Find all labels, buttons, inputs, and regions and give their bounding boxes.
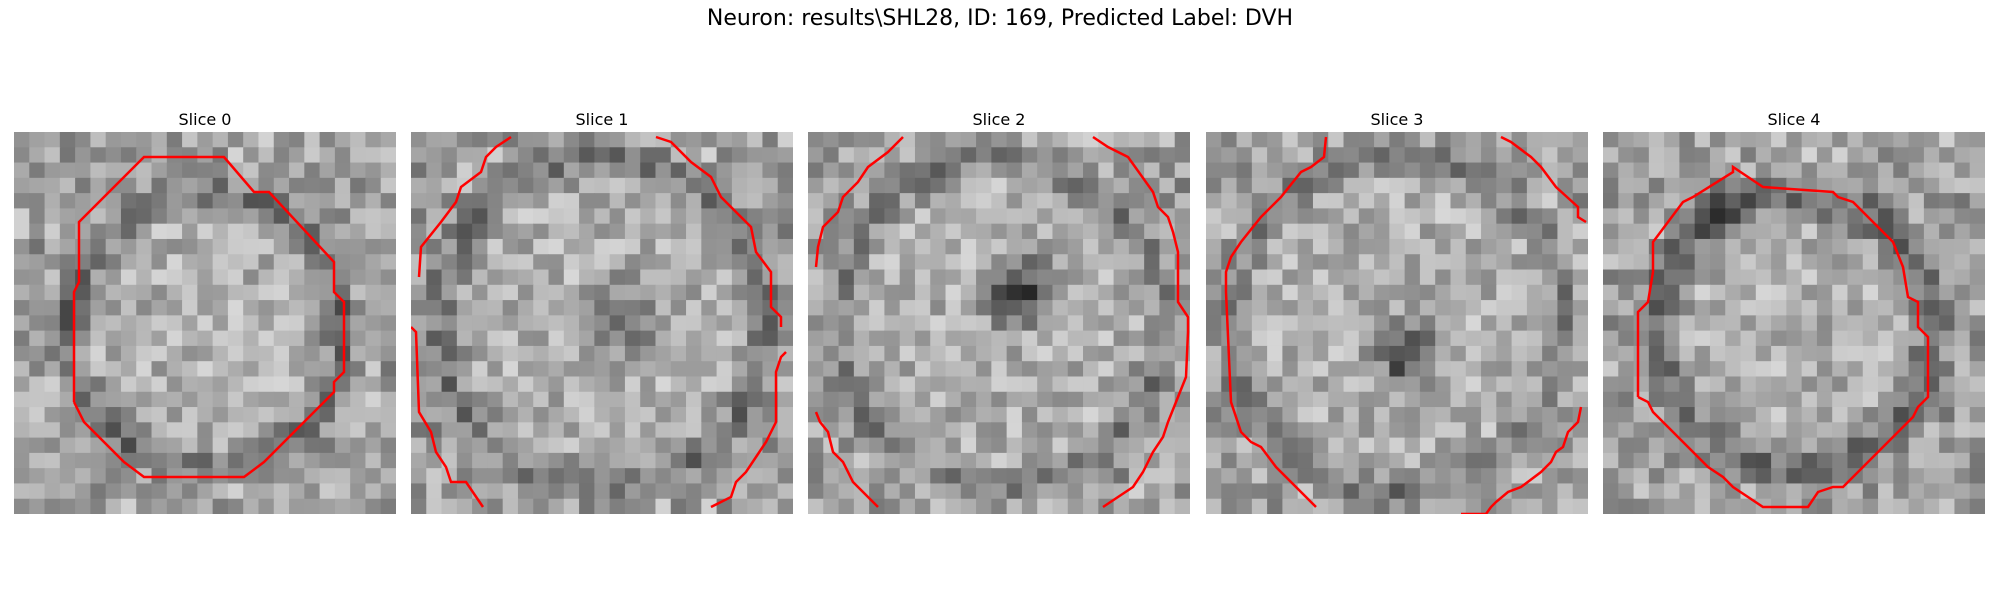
slice-title: Slice 3 (1370, 110, 1424, 129)
contour-line (710, 351, 787, 509)
slice-panel-4: Slice 4 (1603, 108, 1985, 514)
slice-panel-0: Slice 0 (14, 108, 396, 514)
slice-image-4 (1603, 132, 1985, 514)
contour-line (814, 411, 879, 508)
contour-line (1636, 164, 1930, 509)
slice-image-2 (808, 132, 1190, 514)
slice-panel-3: Slice 3 (1206, 108, 1588, 514)
contour-line (1224, 136, 1328, 508)
contour-line (1500, 135, 1587, 224)
contour-line (655, 135, 783, 327)
slice-title: Slice 2 (972, 110, 1026, 129)
figure-title: Neuron: results\SHL28, ID: 169, Predicte… (706, 6, 1294, 31)
contour-line (814, 136, 904, 268)
contour-line (417, 135, 512, 278)
slice-title: Slice 4 (1767, 110, 1821, 129)
slice-title: Slice 0 (178, 110, 232, 129)
slice-panel-1: Slice 1 (411, 108, 793, 514)
slice-image-0 (14, 132, 396, 514)
slice-image-3 (1206, 132, 1588, 514)
slice-image-1 (411, 132, 793, 514)
contour-line (72, 155, 346, 479)
contour-line (1092, 135, 1190, 509)
contour-line (1461, 406, 1583, 514)
slice-panel-2: Slice 2 (808, 108, 1190, 514)
slice-title: Slice 1 (575, 110, 629, 129)
contour-line (411, 326, 485, 508)
